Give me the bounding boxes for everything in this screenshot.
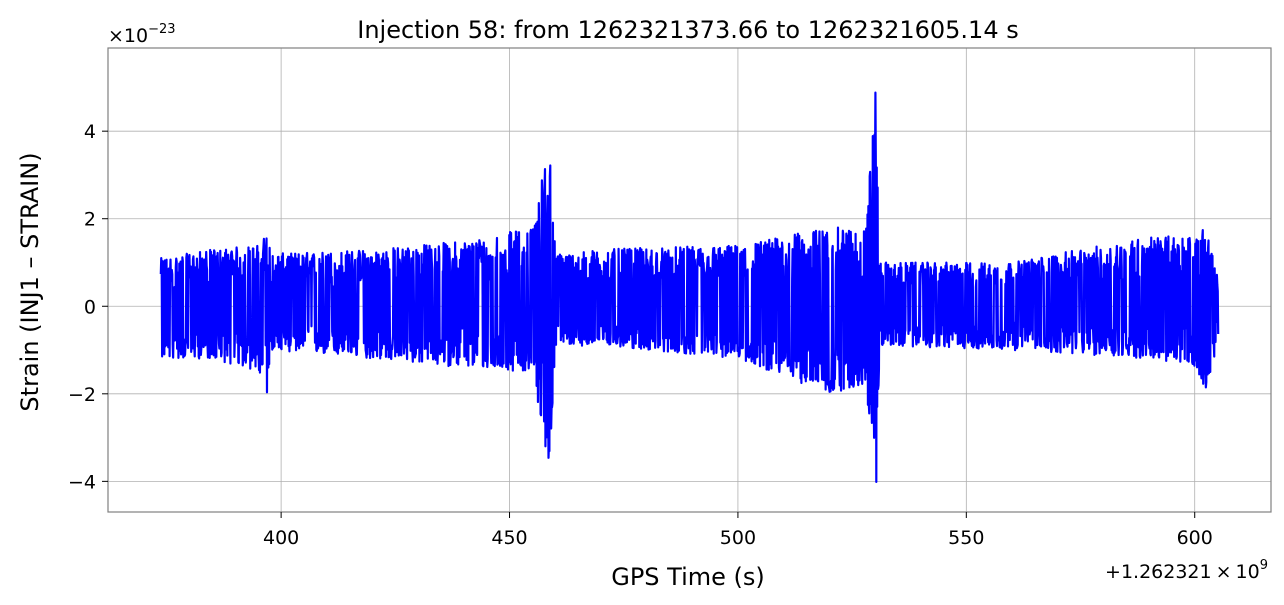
strain-series-line — [159, 91, 1220, 483]
y-multiplier-exponent: −23 — [148, 22, 175, 37]
y-tick-label: −2 — [68, 384, 96, 406]
y-tick-label: 0 — [84, 296, 96, 318]
x-axis-title: GPS Time (s) — [611, 563, 765, 591]
x-offset-value: +1.262321 — [1105, 561, 1212, 583]
y-tick-label: 4 — [84, 121, 96, 143]
y-axis-multiplier: ×10−23 — [108, 22, 176, 47]
axis-ticks: 400 450 500 550 600 −4 −2 0 2 4 — [68, 121, 1213, 549]
x-tick-label: 450 — [491, 527, 527, 549]
y-multiplier-prefix: ×10 — [108, 25, 148, 47]
plot-area — [159, 91, 1220, 483]
x-offset-times: × — [1216, 561, 1232, 583]
x-axis-offset: +1.262321 × 109 — [1105, 558, 1268, 583]
x-offset-exponent: 9 — [1260, 558, 1268, 573]
plot-frame — [107, 47, 1272, 513]
x-tick-label: 400 — [263, 527, 299, 549]
y-tick-label: 2 — [84, 209, 96, 231]
chart-title: Injection 58: from 1262321373.66 to 1262… — [357, 16, 1018, 44]
x-tick-label: 600 — [1177, 527, 1213, 549]
x-tick-label: 500 — [720, 527, 756, 549]
x-offset-base: 10 — [1236, 561, 1260, 583]
y-axis-title: Strain (INJ1 – STRAIN) — [16, 152, 44, 411]
y-tick-label: −4 — [68, 471, 96, 493]
x-tick-label: 550 — [948, 527, 984, 549]
